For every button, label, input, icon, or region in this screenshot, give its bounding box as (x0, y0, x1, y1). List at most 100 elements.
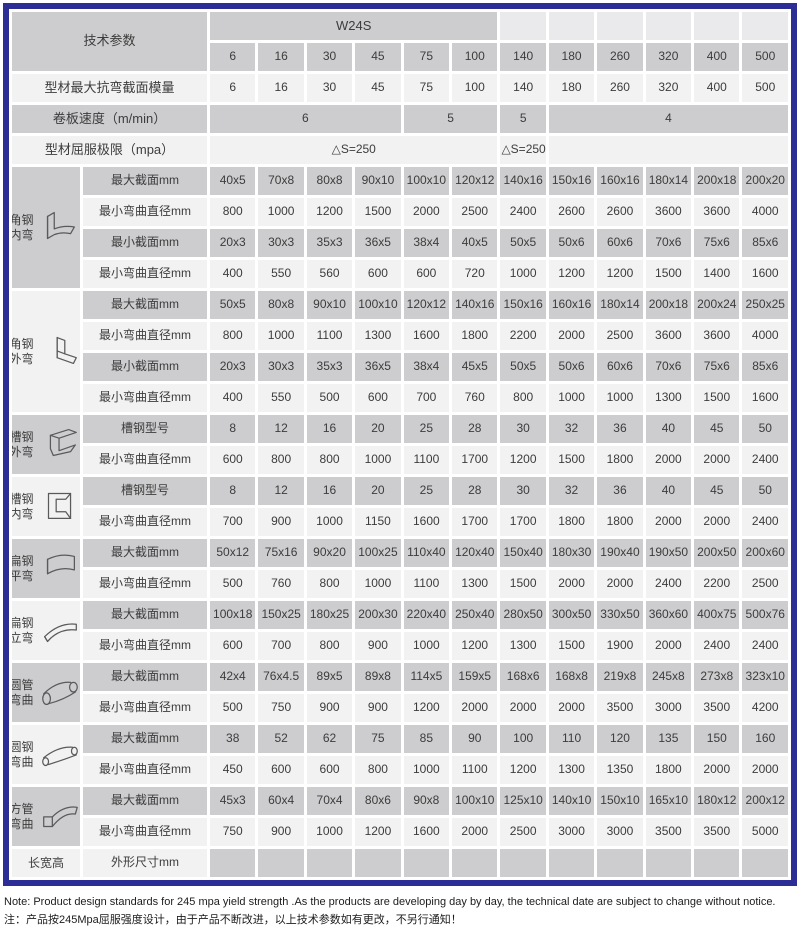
row-label: 最小截面mm (83, 229, 208, 257)
spec-value: 35x3 (306, 353, 353, 381)
spec-value: 50x5 (500, 229, 546, 257)
column-header: 75 (403, 43, 450, 71)
spec-value: 85 (403, 725, 450, 753)
spec-value: 1500 (500, 570, 546, 598)
spec-value: 250x40 (452, 601, 498, 629)
spec-value: 760 (452, 384, 498, 412)
spec-value: 1700 (500, 508, 546, 536)
spec-value: 180x12 (694, 787, 740, 815)
spec-value: 2000 (500, 694, 546, 722)
spec-value: 50x5 (210, 291, 256, 319)
spec-value: 150x16 (500, 291, 546, 319)
spec-value: 750 (210, 818, 256, 846)
spec-value: 36 (597, 477, 643, 505)
spec-value: 30x3 (258, 229, 304, 257)
spec-value: 400 (210, 384, 256, 412)
spec-value: 150x40 (500, 539, 546, 567)
column-header: 100 (452, 43, 498, 71)
row-label: 槽钢型号 (83, 415, 208, 443)
spec-value: 1800 (548, 508, 595, 536)
spec-value: 1200 (548, 260, 595, 288)
spec-value: 2000 (694, 508, 740, 536)
spec-value: 560 (306, 260, 353, 288)
row-label: 最小弯曲直径mm (83, 818, 208, 846)
spec-value: 70x6 (645, 353, 692, 381)
column-header: 180 (548, 43, 595, 71)
spec-value: 140x16 (500, 167, 546, 195)
flat-flat-icon (37, 550, 80, 587)
yield-value (548, 136, 788, 164)
spec-value: 2400 (742, 446, 788, 474)
spec-value: 3500 (694, 818, 740, 846)
spec-value: 1000 (355, 570, 401, 598)
spec-value: 150x10 (597, 787, 643, 815)
spec-value: 100x10 (452, 787, 498, 815)
spec-value: 135 (645, 725, 692, 753)
spec-value: 1200 (500, 756, 546, 784)
round-tube-icon (37, 674, 80, 711)
spec-value (500, 849, 546, 877)
row-label: 最小弯曲直径mm (83, 694, 208, 722)
spec-value: 180x14 (645, 167, 692, 195)
spec-value: 200x18 (694, 167, 740, 195)
spec-value: 160x16 (548, 291, 595, 319)
spec-value: 2000 (597, 570, 643, 598)
spec-value: 80x6 (355, 787, 401, 815)
empty-header-cell (694, 12, 740, 40)
column-header: 400 (694, 43, 740, 71)
spec-value (597, 849, 643, 877)
spec-value: 900 (355, 632, 401, 660)
spec-value: 2000 (645, 632, 692, 660)
spec-value: 800 (258, 446, 304, 474)
spec-value: 120x12 (452, 167, 498, 195)
spec-value: 300x50 (548, 601, 595, 629)
column-header: 6 (210, 43, 256, 71)
spec-value: 40x5 (452, 229, 498, 257)
spec-value: 16 (306, 477, 353, 505)
section-label-line: 外弯 (12, 351, 34, 366)
spec-value: 200x20 (742, 167, 788, 195)
row-label: 最大截面mm (83, 539, 208, 567)
column-header: 500 (742, 43, 788, 71)
spec-value: 60x6 (597, 353, 643, 381)
speed-value: 4 (548, 105, 788, 133)
note-english: Note: Product design standards for 245 m… (4, 896, 776, 908)
section-label-line: 弯曲 (12, 816, 34, 831)
spec-value: 1500 (645, 260, 692, 288)
spec-value: 1700 (452, 508, 498, 536)
spec-value: 1600 (403, 818, 450, 846)
spec-value: 1150 (355, 508, 401, 536)
spec-value: 50x12 (210, 539, 256, 567)
spec-value: 550 (258, 260, 304, 288)
spec-value: 1800 (645, 756, 692, 784)
spec-value: 50x5 (500, 353, 546, 381)
spec-value: 200x12 (742, 787, 788, 815)
spec-value: 700 (403, 384, 450, 412)
spec-value: 400 (210, 260, 256, 288)
modulus-value: 6 (210, 74, 256, 102)
modulus-value: 75 (403, 74, 450, 102)
spec-value (742, 849, 788, 877)
spec-value: 70x6 (645, 229, 692, 257)
spec-value: 1100 (403, 446, 450, 474)
section-label-line: 圆钢 (12, 740, 34, 755)
row-label: 最小弯曲直径mm (83, 570, 208, 598)
column-header: 16 (258, 43, 304, 71)
spec-value: 1500 (548, 446, 595, 474)
spec-value: 90x10 (355, 167, 401, 195)
spec-value: 1500 (548, 632, 595, 660)
section-label: 长宽高 (12, 849, 80, 877)
note-chinese: 注：产品按245Mpa屈服强度设计，由于产品不断改进，以上技术参数如有更改，不另… (4, 914, 462, 927)
empty-header-cell (597, 12, 643, 40)
modulus-value: 320 (645, 74, 692, 102)
spec-value: 1800 (597, 508, 643, 536)
spec-value: 200x24 (694, 291, 740, 319)
spec-value: 2000 (645, 508, 692, 536)
spec-value: 750 (258, 694, 304, 722)
section-label-line: 扁钢 (12, 554, 34, 569)
spec-value: 32 (548, 415, 595, 443)
spec-value: 165x10 (645, 787, 692, 815)
spec-value (258, 849, 304, 877)
spec-value: 600 (306, 756, 353, 784)
row-label: 最小截面mm (83, 353, 208, 381)
